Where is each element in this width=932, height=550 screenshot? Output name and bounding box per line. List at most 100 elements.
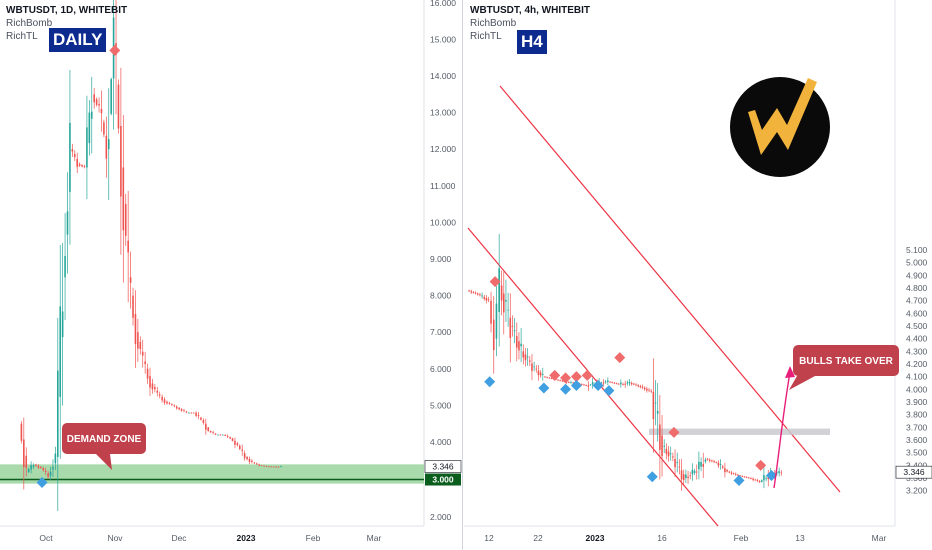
daily-indicator-2[interactable]: RichTL: [6, 31, 38, 42]
daily-candle: [214, 433, 217, 435]
daily-candle: [231, 438, 234, 441]
daily-candle: [61, 311, 64, 338]
bear-signal-marker: [489, 276, 501, 288]
h4-candle: [572, 382, 574, 384]
daily-candle: [246, 457, 248, 460]
daily-candle: [238, 445, 241, 449]
h4-candle: [498, 268, 500, 313]
h4-candle: [479, 294, 481, 296]
bull-signal-marker: [646, 471, 658, 483]
h4-timeframe-badge: H4: [517, 30, 547, 54]
h4-candle: [587, 385, 590, 387]
resistance-zone-rect: [649, 428, 830, 435]
h4-candle: [548, 377, 551, 379]
daily-candle: [151, 383, 154, 390]
daily-indicator-1[interactable]: RichBomb: [6, 18, 53, 29]
h4-candle: [715, 462, 718, 463]
h4-time-label: Mar: [872, 533, 887, 543]
daily-candle: [52, 466, 54, 470]
h4-candle: [637, 385, 639, 387]
bear-signal-marker: [755, 459, 767, 471]
h4-candle: [546, 377, 548, 378]
daily-candle: [64, 255, 66, 278]
daily-candle: [154, 387, 156, 390]
h4-chart-panel[interactable]: BULLS TAKE OVER 5.100 5.000 4.900 4.800 4.700…: [464, 0, 932, 550]
h4-candle: [617, 383, 620, 385]
daily-price-label: 12.000: [430, 144, 456, 154]
h4-candle: [550, 378, 553, 379]
daily-candle: [146, 368, 149, 379]
h4-candle: [581, 383, 583, 385]
bear-signal-marker: [581, 369, 593, 381]
h4-price-label: 4.700: [906, 296, 928, 306]
daily-candle: [49, 471, 52, 476]
h4-candle: [700, 462, 702, 467]
h4-candle: [741, 475, 744, 477]
h4-candle: [672, 456, 674, 458]
h4-candle: [633, 383, 635, 385]
h4-candle: [734, 473, 737, 475]
daily-time-label: Feb: [306, 533, 321, 543]
daily-candle: [90, 111, 93, 119]
h4-candle: [685, 474, 687, 478]
h4-time-label: 16: [657, 533, 667, 543]
h4-candle: [537, 370, 540, 376]
daily-candle: [219, 434, 222, 436]
daily-candle: [59, 306, 62, 397]
daily-candle: [83, 166, 86, 168]
daily-candle: [258, 464, 261, 466]
daily-price-label: 16.000: [430, 0, 456, 8]
h4-candle: [776, 472, 778, 474]
channel-upper-line: [499, 85, 841, 493]
daily-candle: [32, 465, 35, 467]
daily-candle: [229, 437, 231, 439]
bulls-callout-pointer: [789, 376, 815, 390]
daily-candle: [277, 466, 280, 468]
h4-indicator-2[interactable]: RichTL: [470, 31, 502, 42]
daily-candle: [268, 466, 270, 468]
h4-price-label: 3.500: [906, 448, 928, 458]
daily-candle: [217, 434, 219, 436]
h4-candle: [600, 382, 603, 384]
h4-candle: [760, 480, 763, 482]
demand-zone-callout-pointer: [96, 454, 112, 470]
h4-candle: [695, 471, 698, 473]
h4-candle: [520, 343, 522, 347]
daily-candle: [129, 277, 132, 283]
daily-last-price-tag-label: 3.346: [432, 462, 454, 472]
h4-candle: [474, 292, 477, 294]
h4-price-label: 4.800: [906, 283, 928, 293]
daily-time-label: Nov: [107, 533, 123, 543]
daily-candle: [275, 466, 277, 468]
daily-chart-panel[interactable]: DEMAND ZONE 16.000 15.000 14.000 13.000 12.00…: [0, 0, 463, 550]
h4-candle: [589, 384, 592, 386]
h4-candle: [680, 470, 683, 480]
bear-signal-marker: [109, 44, 121, 56]
daily-chart-canvas[interactable]: DEMAND ZONE 16.000 15.000 14.000 13.000 12.00…: [0, 0, 463, 550]
daily-candle: [103, 122, 105, 135]
daily-candle: [161, 396, 163, 401]
daily-candle: [20, 423, 23, 441]
h4-candle: [568, 381, 570, 383]
daily-candle: [42, 468, 45, 471]
h4-candle: [628, 381, 631, 384]
daily-candle: [78, 163, 81, 166]
h4-candle: [583, 384, 585, 386]
daily-candle: [236, 443, 239, 446]
daily-candle: [163, 399, 166, 403]
h4-candle: [490, 300, 492, 324]
daily-candle: [243, 453, 246, 459]
h4-price-label: 4.400: [906, 334, 928, 344]
daily-last-price-tag: [424, 460, 462, 473]
daily-candle: [44, 470, 47, 472]
h4-price-label: 3.400: [906, 460, 928, 470]
daily-time-label: Dec: [171, 533, 187, 543]
h4-candle: [706, 458, 709, 460]
h4-candle: [511, 325, 514, 327]
h4-indicator-1[interactable]: RichBomb: [470, 18, 517, 29]
h4-chart-canvas[interactable]: BULLS TAKE OVER 5.100 5.000 4.900 4.800 4.700…: [464, 0, 932, 550]
daily-candle: [156, 390, 159, 393]
daily-candle: [280, 466, 282, 468]
daily-candle: [35, 464, 37, 466]
daily-candle: [222, 434, 224, 436]
